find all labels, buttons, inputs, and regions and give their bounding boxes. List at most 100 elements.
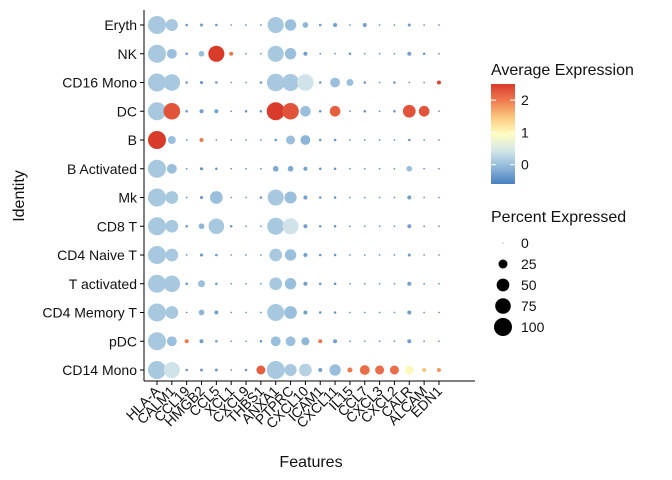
dot-cd8-t-thbs1 bbox=[259, 225, 262, 228]
dot-eryth-edn1 bbox=[438, 24, 440, 26]
dot-eryth-ccl7 bbox=[362, 22, 367, 28]
dot-nk-cxcl3 bbox=[378, 52, 381, 55]
dot-eryth-il15 bbox=[349, 24, 351, 26]
dot-t-activated-edn1 bbox=[438, 282, 440, 285]
dot-t-activated-calm1 bbox=[163, 275, 181, 293]
plot-area bbox=[148, 16, 441, 379]
dot-mk-cxcl3 bbox=[378, 196, 381, 199]
dot-pdc-calr bbox=[407, 339, 412, 344]
y-tick-label: CD8 T bbox=[97, 218, 138, 234]
dot-cd4-naive-t-cxcl3 bbox=[378, 254, 381, 256]
dot-eryth-cxcl3 bbox=[378, 24, 381, 26]
dot-pdc-cxcl9 bbox=[245, 340, 247, 343]
dot-cd14-mono-cxcl10 bbox=[299, 363, 312, 377]
dot-t-activated-ccl5 bbox=[215, 282, 218, 286]
dot-pdc-ccl7 bbox=[363, 340, 366, 343]
dot-cd4-memory-t-cxcl10 bbox=[303, 310, 308, 315]
dot-cd16-mono-ccl7 bbox=[363, 81, 367, 84]
color-tick-label: 0 bbox=[521, 157, 529, 173]
dot-pdc-ccl5 bbox=[215, 339, 218, 343]
y-tick-label: B Activated bbox=[67, 161, 137, 177]
dot-b-xcl1 bbox=[230, 139, 233, 141]
dot-cd14-mono-ccl19 bbox=[185, 368, 188, 372]
dot-cd4-memory-t-ccl7 bbox=[363, 311, 366, 314]
dot-b-il15 bbox=[349, 139, 351, 141]
dot-eryth-alcam bbox=[423, 24, 426, 26]
dot-nk-ccl5 bbox=[208, 45, 225, 62]
dot-dc-alcam bbox=[418, 105, 430, 117]
dot-cd14-mono-alcam bbox=[422, 367, 427, 373]
dot-b-cxcl2 bbox=[393, 139, 396, 141]
dot-cd8-t-cxcl9 bbox=[245, 225, 247, 228]
dot-t-activated-calr bbox=[407, 281, 412, 286]
dot-cd4-memory-t-xcl1 bbox=[230, 311, 233, 314]
dot-dc-cxcl10 bbox=[300, 105, 311, 117]
dot-cd4-naive-t-ccl19 bbox=[185, 254, 188, 256]
dot-cd14-mono-edn1 bbox=[436, 367, 441, 373]
dot-nk-calr bbox=[407, 51, 412, 56]
dot-nk-thbs1 bbox=[259, 52, 262, 55]
dot-nk-ptprc bbox=[284, 48, 297, 60]
dot-t-activated-cxcl2 bbox=[393, 282, 396, 285]
size-legend-label: 0 bbox=[521, 235, 529, 251]
y-tick-label: DC bbox=[117, 103, 137, 119]
dot-dc-hla-a bbox=[148, 102, 166, 121]
dot-cd14-mono-ptprc bbox=[284, 363, 297, 377]
dot-nk-xcl1 bbox=[229, 51, 234, 56]
dot-t-activated-cxcl9 bbox=[245, 282, 247, 285]
dot-dc-ccl7 bbox=[363, 109, 367, 113]
dot-cd16-mono-cxcl9 bbox=[245, 81, 247, 84]
dot-cd16-mono-calm1 bbox=[163, 74, 181, 91]
dot-mk-cxcl2 bbox=[393, 196, 396, 199]
dot-nk-cxcl10 bbox=[303, 51, 308, 56]
size-legend-dot bbox=[498, 259, 508, 269]
dot-b-activated-cxcl9 bbox=[245, 167, 247, 170]
dot-cd8-t-alcam bbox=[423, 225, 426, 228]
dot-eryth-cxcl2 bbox=[393, 24, 396, 26]
dot-b-activated-xcl1 bbox=[230, 167, 233, 170]
size-legend: Percent Expressed 0 25 50 75 100 bbox=[491, 209, 626, 336]
dot-pdc-xcl1 bbox=[230, 340, 233, 343]
dot-nk-ccl19 bbox=[185, 52, 188, 56]
dot-cd4-naive-t-calr bbox=[407, 253, 411, 257]
dot-b-activated-icam1 bbox=[318, 167, 322, 171]
dot-dc-thbs1 bbox=[259, 109, 263, 113]
size-legend-dot bbox=[495, 298, 511, 314]
dot-cd14-mono-cxcl2 bbox=[389, 365, 399, 375]
dot-nk-ccl7 bbox=[363, 52, 366, 55]
size-legend-label: 100 bbox=[521, 319, 545, 335]
dot-eryth-icam1 bbox=[318, 23, 322, 27]
dot-cd8-t-hmgb2 bbox=[198, 223, 205, 230]
dot-nk-cxcl11 bbox=[334, 52, 336, 55]
dot-cd16-mono-il15 bbox=[346, 79, 354, 86]
y-axis-ticks: Eryth NK CD16 Mono DC B B Activated Mk CD8 T CD4… bbox=[42, 17, 144, 378]
dot-b-activated-calm1 bbox=[166, 163, 177, 174]
dot-mk-thbs1 bbox=[259, 196, 263, 199]
dot-pdc-cxcl2 bbox=[393, 340, 396, 343]
dot-cd14-mono-ccl5 bbox=[214, 368, 218, 372]
dot-mk-edn1 bbox=[438, 196, 440, 199]
dot-cd8-t-cxcl11 bbox=[333, 224, 337, 228]
dot-t-activated-ptprc bbox=[284, 278, 297, 290]
dot-pdc-cxcl3 bbox=[378, 340, 381, 343]
dot-cd4-naive-t-il15 bbox=[349, 254, 351, 256]
y-tick-label: CD16 Mono bbox=[62, 75, 137, 91]
x-axis-ticks: HLA-ACALM1CCL19HMGB2CCL5XCL1CXCL9THBS1AN… bbox=[123, 381, 445, 432]
dot-mk-ptprc bbox=[284, 191, 297, 204]
dot-t-activated-thbs1 bbox=[259, 282, 262, 285]
color-legend: Average Expression 0 1 2 bbox=[491, 62, 634, 184]
dot-t-activated-alcam bbox=[423, 282, 426, 285]
dot-cd4-naive-t-cxcl11 bbox=[333, 253, 337, 257]
color-legend-title: Average Expression bbox=[491, 62, 634, 79]
dot-b-ptprc bbox=[286, 135, 296, 145]
dot-b-cxcl11 bbox=[333, 138, 337, 142]
dot-t-activated-hmgb2 bbox=[198, 280, 206, 288]
dot-nk-icam1 bbox=[319, 52, 322, 55]
dot-mk-cxcl10 bbox=[303, 195, 308, 200]
dot-b-activated-alcam bbox=[423, 167, 426, 170]
dot-cd16-mono-alcam bbox=[423, 81, 426, 84]
dot-mk-ccl5 bbox=[210, 191, 223, 204]
dot-mk-icam1 bbox=[318, 196, 322, 199]
dot-pdc-hla-a bbox=[148, 332, 166, 351]
dot-cd4-memory-t-ccl5 bbox=[214, 310, 219, 315]
